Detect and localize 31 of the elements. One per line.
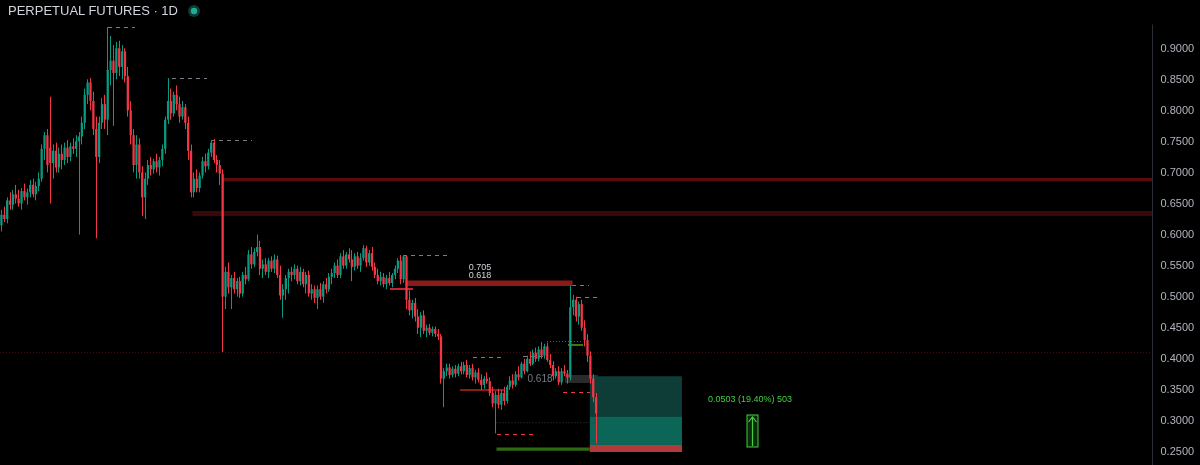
candlestick — [204, 153, 207, 173]
y-tick-label: 0.4000 — [1160, 352, 1195, 365]
candlestick — [494, 390, 497, 434]
y-tick-label: 0.2500 — [1160, 445, 1195, 458]
y-tick-label: 0.8000 — [1160, 103, 1195, 116]
candlestick — [63, 142, 66, 166]
annotation: 0.618 — [468, 270, 492, 280]
candlestick — [69, 142, 72, 162]
annotation: 0.705 — [468, 262, 492, 272]
y-tick-label: 0.7000 — [1160, 165, 1195, 178]
candlestick — [66, 139, 69, 164]
candlestick — [181, 100, 184, 121]
chart-title: PERPETUAL FUTURES · 1D — [8, 3, 178, 18]
candlestick — [14, 184, 17, 205]
y-tick-label: 0.5000 — [1160, 290, 1195, 303]
y-tick-label: 0.8500 — [1160, 72, 1195, 85]
candlestick — [112, 44, 115, 127]
annotation: 0.0503 (19.40%) 503 — [707, 394, 793, 404]
candlestick — [442, 367, 445, 408]
y-tick-label: 0.6000 — [1160, 228, 1195, 241]
candlestick — [0, 209, 3, 232]
candlestick — [227, 262, 230, 295]
y-tick-label: 0.3500 — [1160, 383, 1195, 396]
y-tick-label: 0.3000 — [1160, 414, 1195, 427]
annotation: 0.618 — [527, 373, 553, 384]
y-tick-label: 0.4500 — [1160, 321, 1195, 334]
candlestick — [339, 252, 342, 279]
y-tick-label: 0.5500 — [1160, 259, 1195, 272]
y-tick-label: 0.6500 — [1160, 197, 1195, 210]
y-tick-label: 0.7500 — [1160, 134, 1195, 147]
y-tick-label: 0.9000 — [1160, 41, 1195, 54]
